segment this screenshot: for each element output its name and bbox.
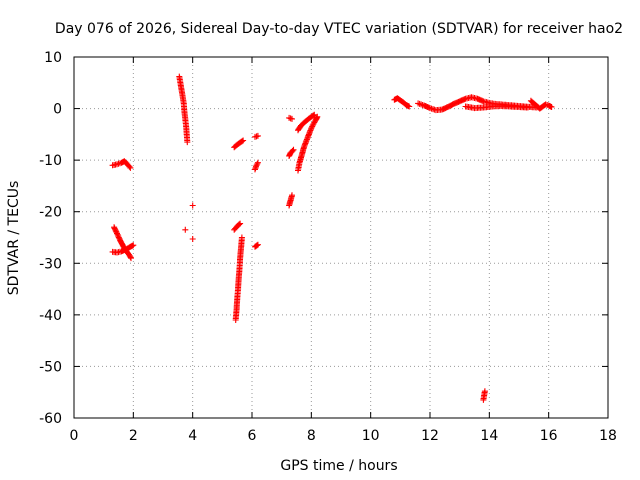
data-point-markers (295, 111, 318, 134)
data-point-markers (232, 234, 245, 323)
y-tick-label: 0 (53, 102, 62, 118)
y-tick-label: -50 (39, 359, 62, 375)
series-track-14 (286, 114, 295, 122)
series-track-23 (480, 388, 488, 403)
series-track-17 (295, 111, 318, 134)
plot-area (109, 73, 555, 403)
series-track-6 (189, 202, 196, 209)
data-point-markers (252, 241, 261, 250)
series-track-12 (252, 159, 261, 173)
y-tick-label: -30 (39, 256, 62, 272)
series-track-10 (232, 234, 245, 323)
series-track-8 (231, 137, 247, 151)
data-point-markers (286, 146, 297, 159)
series-track-19 (391, 95, 413, 110)
x-tick-label: 4 (188, 428, 197, 444)
series-track-21 (462, 103, 531, 112)
x-tick-label: 12 (421, 428, 439, 444)
y-axis-label: SDTVAR / TECUs (6, 181, 22, 296)
x-tick-label: 0 (70, 428, 79, 444)
data-point-markers (189, 202, 196, 209)
x-tick-label: 14 (480, 428, 498, 444)
series-track-18 (295, 113, 321, 174)
series-track-16 (286, 192, 295, 209)
axes: 0 2 4 6 8 10 12 14 16 18 10 0 -10 -20 -30 -40 -50 -60 (39, 50, 617, 444)
data-point-markers (109, 242, 137, 256)
series-track-5 (182, 226, 189, 233)
data-point-markers (111, 224, 134, 262)
chart-title: Day 076 of 2026, Sidereal Day-to-day VTE… (55, 21, 623, 37)
series-track-9 (231, 220, 244, 233)
y-tick-label: 10 (44, 50, 62, 66)
series-track-2 (111, 224, 134, 262)
x-tick-label: 16 (540, 428, 558, 444)
data-point-markers (109, 158, 134, 171)
series-track-15 (286, 146, 297, 159)
x-tick-label: 2 (129, 428, 138, 444)
x-axis-label: GPS time / hours (280, 458, 397, 474)
series-track-4 (176, 73, 191, 146)
series-track-3 (109, 242, 137, 256)
x-tick-label: 8 (307, 428, 316, 444)
series-track-22 (527, 97, 555, 112)
data-point-markers (480, 388, 488, 403)
data-point-markers (176, 73, 191, 146)
y-tick-label: -10 (39, 153, 62, 169)
series-track-1 (109, 158, 134, 171)
data-point-markers (295, 113, 321, 174)
y-tick-label: -20 (39, 205, 62, 221)
data-point-markers (231, 220, 244, 233)
x-tick-label: 18 (599, 428, 617, 444)
data-point-markers (252, 132, 261, 140)
series-track-7 (189, 236, 196, 242)
data-point-markers (231, 137, 247, 151)
data-point-markers (462, 103, 531, 112)
data-point-markers (189, 236, 196, 242)
data-point-markers (286, 114, 295, 122)
data-point-markers (391, 95, 413, 110)
plot-frame (73, 56, 609, 419)
series-track-11 (252, 132, 261, 140)
grid-lines (74, 57, 608, 418)
x-tick-label: 6 (248, 428, 257, 444)
data-point-markers (527, 97, 555, 112)
series-track-13 (252, 241, 261, 250)
y-tick-label: -40 (39, 308, 62, 324)
x-tick-label: 10 (362, 428, 380, 444)
data-point-markers (182, 226, 189, 233)
y-tick-label: -60 (39, 411, 62, 427)
data-point-markers (286, 192, 295, 209)
data-point-markers (252, 159, 261, 173)
